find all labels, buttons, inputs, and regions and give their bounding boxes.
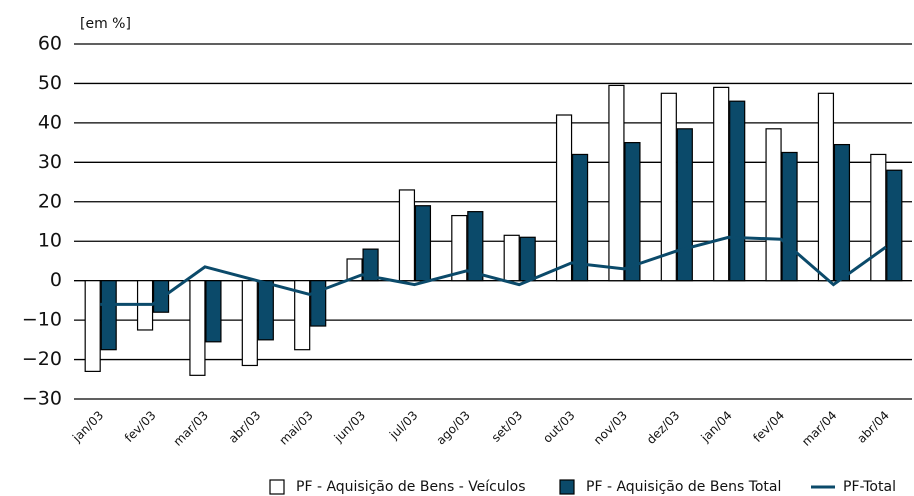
bar — [519, 236, 536, 282]
legend-swatch — [269, 479, 285, 495]
bar — [398, 189, 416, 282]
bar — [257, 280, 274, 341]
legend-label: PF - Aquisição de Bens - Veículos — [296, 479, 526, 495]
bar — [833, 143, 851, 282]
bar — [189, 280, 206, 376]
y-tick-label: 40 — [38, 111, 62, 133]
line-series — [100, 235, 887, 306]
bar — [451, 214, 468, 282]
y-tick-label: 60 — [38, 33, 62, 55]
y-axis-label: [em %] — [80, 16, 131, 32]
x-tick-label: abr/03 — [226, 408, 264, 446]
x-tick-label: set/03 — [489, 408, 526, 445]
bar — [100, 280, 117, 351]
x-tick-label: ago/03 — [434, 408, 473, 447]
bar — [362, 248, 379, 282]
bar — [241, 280, 258, 367]
y-tick-label: 20 — [38, 190, 62, 212]
x-tick-label: mar/03 — [171, 408, 212, 449]
bar — [571, 153, 589, 282]
bar — [729, 100, 746, 282]
bar — [765, 128, 782, 282]
x-tick-label: nov/03 — [591, 408, 630, 447]
x-tick-label: out/03 — [540, 408, 577, 445]
x-tick-label: mai/03 — [276, 408, 315, 447]
y-tick-label: −30 — [22, 388, 62, 410]
y-tick-label: −10 — [22, 309, 62, 331]
legend-label: PF - Aquisição de Bens Total — [586, 479, 781, 495]
y-tick-label: 50 — [38, 72, 62, 94]
bar — [205, 280, 222, 343]
bar — [84, 280, 101, 372]
x-tick-label: jul/03 — [386, 408, 420, 442]
bar — [676, 128, 693, 282]
x-tick-label: jan/04 — [698, 408, 735, 445]
x-tick-label: fev/04 — [750, 408, 787, 445]
legend-label: PF-Total — [843, 479, 896, 495]
x-tick-label: jun/03 — [331, 408, 368, 445]
legend-swatch — [559, 479, 575, 495]
x-tick-label: mar/04 — [799, 408, 840, 449]
y-tick-label: 30 — [38, 151, 62, 173]
bar — [624, 142, 641, 282]
x-tick-label: jan/03 — [69, 408, 106, 445]
bar — [503, 234, 520, 282]
bar — [608, 84, 625, 282]
bar — [660, 92, 677, 282]
bar — [310, 280, 327, 327]
y-tick-label: −20 — [22, 348, 62, 370]
x-tick-label: abr/04 — [854, 408, 892, 446]
x-tick-label: dez/03 — [644, 408, 683, 447]
bar — [713, 86, 730, 282]
x-tick-label: fev/03 — [122, 408, 159, 445]
bar — [555, 114, 573, 282]
bar — [817, 92, 835, 282]
y-tick-label: 0 — [50, 269, 62, 291]
y-tick-label: 10 — [38, 230, 62, 252]
bar — [886, 169, 903, 282]
bar — [294, 280, 311, 351]
bar — [467, 211, 484, 282]
bar — [870, 153, 887, 282]
bar — [781, 151, 798, 282]
bar — [414, 205, 432, 282]
